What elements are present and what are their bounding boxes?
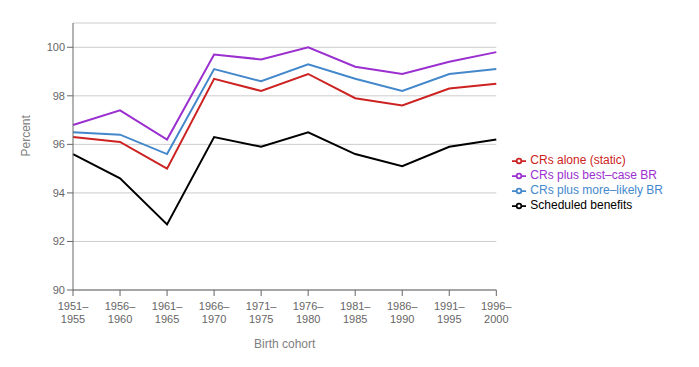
html-text:Scheduled benefits: Scheduled benefits (530, 197, 633, 212)
svg-text:1961–1965: 1961–1965 (152, 300, 183, 325)
svg-text:1966–1970: 1966–1970 (199, 300, 230, 325)
svg-text:Percent: Percent (19, 114, 33, 156)
svg-text:98: 98 (53, 90, 65, 102)
svg-text:1991–1995: 1991–1995 (434, 300, 465, 325)
svg-text:1981–1985: 1981–1985 (340, 300, 371, 325)
svg-text:1986–1990: 1986–1990 (387, 300, 418, 325)
svg-text:1976–1980: 1976–1980 (293, 300, 324, 325)
svg-text:100: 100 (47, 41, 65, 53)
svg-text:1951–1955: 1951–1955 (58, 300, 89, 325)
svg-text:94: 94 (53, 187, 65, 199)
svg-text:1996–2000: 1996–2000 (481, 300, 512, 325)
svg-text:90: 90 (53, 284, 65, 296)
html-text:CRs plus best–case BR: CRs plus best–case BR (530, 168, 657, 183)
svg-text:Birth cohort: Birth cohort (254, 337, 316, 351)
svg-text:92: 92 (53, 235, 65, 247)
svg-text:1956–1960: 1956–1960 (105, 300, 136, 325)
svg-text:96: 96 (53, 138, 65, 150)
html-text:CRs plus more–likely BR: CRs plus more–likely BR (530, 183, 663, 197)
svg-text:1971–1975: 1971–1975 (246, 300, 277, 325)
html-text:CRs alone (static): CRs alone (static) (530, 153, 626, 168)
